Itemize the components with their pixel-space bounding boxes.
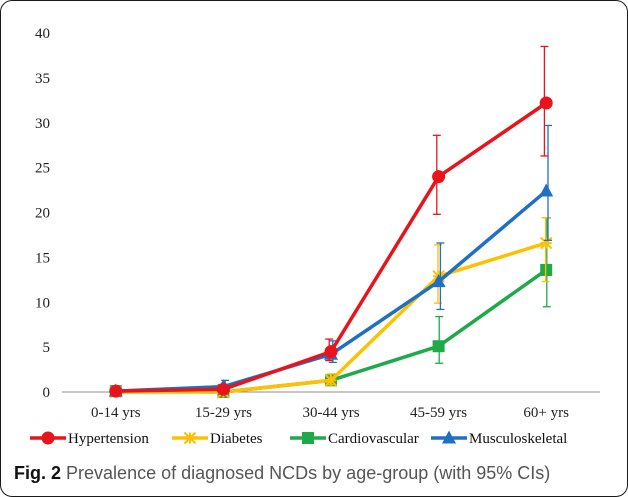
y-tick-label: 25	[35, 161, 50, 177]
data-point	[324, 374, 338, 387]
x-tick-label: 30-44 yrs	[302, 405, 359, 421]
error-bar	[436, 242, 445, 311]
data-point	[216, 382, 230, 396]
legend-marker	[183, 431, 197, 445]
legend-item-musculoskeletal: Musculoskeletal	[431, 430, 567, 447]
error-bar	[544, 124, 552, 241]
data-point	[432, 340, 445, 353]
legend-marker	[41, 431, 55, 445]
series-hypertension	[109, 45, 553, 398]
legend-item-diabetes: Diabetes	[172, 431, 263, 447]
figure-caption: Fig. 2 Prevalence of diagnosed NCDs by a…	[14, 463, 550, 484]
data-point	[109, 384, 123, 398]
legend-marker	[442, 430, 456, 444]
series-diabetes	[109, 217, 553, 399]
legend-label: Musculoskeletal	[469, 431, 567, 447]
legend-marker	[302, 432, 314, 444]
data-point	[539, 96, 553, 110]
data-point	[431, 274, 446, 288]
error-bar	[542, 217, 551, 308]
y-tick-label: 0	[43, 385, 51, 401]
legend: Hypertension Diabetes Cardiovascular Muscul…	[30, 430, 567, 447]
y-axis-ticks: 0 5 10 15 20 25 30 35 40	[35, 26, 50, 401]
legend-label: Diabetes	[210, 431, 263, 447]
series-layer	[108, 45, 554, 399]
y-tick-label: 10	[35, 295, 50, 311]
x-tick-label: 60+ yrs	[523, 405, 569, 421]
y-tick-label: 15	[35, 250, 50, 266]
legend-label: Hypertension	[68, 431, 149, 447]
x-tick-label: 15-29 yrs	[195, 405, 252, 421]
y-tick-label: 35	[35, 71, 50, 87]
data-point	[539, 183, 554, 197]
figure-label: Fig. 2	[14, 463, 62, 483]
x-tick-label: 0-14 yrs	[91, 405, 141, 421]
y-tick-label: 40	[35, 26, 50, 42]
data-point	[324, 345, 338, 359]
x-tick-label: 45-59 yrs	[410, 405, 467, 421]
legend-label: Cardiovascular	[328, 431, 419, 447]
error-bar	[435, 315, 444, 364]
legend-item-hypertension: Hypertension	[30, 431, 149, 447]
data-point	[432, 170, 446, 184]
legend-item-cardiovascular: Cardiovascular	[290, 431, 419, 447]
line-chart: 0 5 10 15 20 25 30 35 40 0-14 yrs 15-29 yrs 30-44 …	[30, 26, 600, 447]
data-point	[539, 236, 553, 250]
y-tick-label: 30	[35, 116, 50, 132]
series-cardiovascular	[109, 217, 553, 398]
x-axis-ticks: 0-14 yrs 15-29 yrs 30-44 yrs 45-59 yrs 60+ y…	[91, 405, 569, 421]
y-tick-label: 5	[43, 340, 51, 356]
y-tick-label: 20	[35, 206, 50, 222]
figure-caption-text: Prevalence of diagnosed NCDs by age-grou…	[66, 463, 551, 483]
